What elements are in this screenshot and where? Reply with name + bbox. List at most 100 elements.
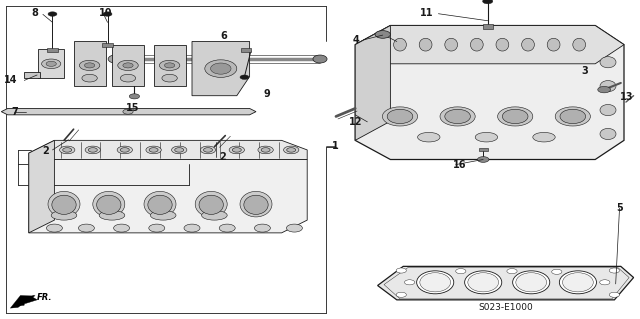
Ellipse shape	[417, 132, 440, 142]
Ellipse shape	[219, 224, 236, 232]
Ellipse shape	[114, 224, 129, 232]
Ellipse shape	[470, 38, 483, 51]
Polygon shape	[112, 45, 144, 86]
Text: 9: 9	[264, 89, 271, 99]
Ellipse shape	[150, 211, 176, 220]
Ellipse shape	[445, 109, 470, 124]
Text: 11: 11	[420, 8, 434, 18]
Circle shape	[120, 74, 136, 82]
Ellipse shape	[497, 107, 532, 126]
Ellipse shape	[475, 132, 498, 142]
Circle shape	[175, 148, 184, 152]
Ellipse shape	[79, 224, 95, 232]
Polygon shape	[378, 266, 634, 300]
Circle shape	[159, 60, 180, 70]
Polygon shape	[38, 49, 64, 78]
Polygon shape	[29, 160, 307, 233]
Text: 5: 5	[616, 203, 623, 213]
Polygon shape	[192, 41, 250, 96]
Text: 12: 12	[349, 117, 363, 128]
Ellipse shape	[440, 107, 475, 126]
Circle shape	[396, 292, 406, 297]
Ellipse shape	[563, 273, 593, 292]
Ellipse shape	[573, 38, 586, 51]
Circle shape	[483, 0, 493, 4]
Ellipse shape	[417, 271, 454, 294]
Circle shape	[48, 12, 57, 16]
Circle shape	[79, 60, 100, 70]
Circle shape	[609, 268, 620, 273]
Circle shape	[103, 12, 112, 16]
Circle shape	[85, 146, 100, 154]
Circle shape	[284, 146, 299, 154]
Polygon shape	[355, 26, 624, 64]
Text: 10: 10	[99, 8, 113, 19]
Ellipse shape	[205, 60, 237, 77]
Circle shape	[118, 60, 138, 70]
Circle shape	[287, 148, 296, 152]
Text: 15: 15	[126, 102, 140, 113]
Ellipse shape	[148, 195, 172, 214]
Ellipse shape	[383, 107, 418, 126]
Circle shape	[204, 148, 212, 152]
Ellipse shape	[600, 80, 616, 92]
Ellipse shape	[51, 211, 77, 220]
Circle shape	[261, 148, 270, 152]
Ellipse shape	[600, 57, 616, 68]
Ellipse shape	[287, 224, 303, 232]
Polygon shape	[29, 140, 54, 233]
Ellipse shape	[468, 273, 499, 292]
Ellipse shape	[465, 271, 502, 294]
Ellipse shape	[513, 271, 550, 294]
Ellipse shape	[394, 38, 406, 51]
Circle shape	[123, 63, 133, 68]
Ellipse shape	[52, 195, 76, 214]
Text: 8: 8	[31, 8, 38, 19]
Text: 6: 6	[221, 31, 228, 41]
Ellipse shape	[387, 109, 413, 124]
Ellipse shape	[199, 195, 223, 214]
Circle shape	[375, 31, 390, 38]
Text: 3: 3	[581, 66, 588, 76]
Text: 14: 14	[4, 75, 18, 85]
Circle shape	[120, 148, 129, 152]
Ellipse shape	[108, 55, 122, 63]
Ellipse shape	[240, 191, 272, 217]
Circle shape	[456, 269, 466, 274]
Circle shape	[609, 292, 620, 297]
Circle shape	[507, 269, 517, 274]
Ellipse shape	[211, 63, 231, 74]
Ellipse shape	[600, 129, 616, 140]
Polygon shape	[10, 295, 35, 308]
Ellipse shape	[560, 109, 586, 124]
Circle shape	[129, 94, 140, 99]
Ellipse shape	[522, 38, 534, 51]
Ellipse shape	[48, 191, 80, 217]
Polygon shape	[24, 72, 40, 78]
Ellipse shape	[496, 38, 509, 51]
Polygon shape	[355, 26, 390, 140]
Circle shape	[164, 63, 175, 68]
Circle shape	[200, 146, 216, 154]
Text: 2: 2	[42, 145, 49, 156]
Ellipse shape	[600, 105, 616, 116]
Ellipse shape	[202, 211, 227, 220]
Ellipse shape	[47, 224, 63, 232]
Circle shape	[117, 146, 132, 154]
Ellipse shape	[313, 55, 327, 63]
Ellipse shape	[547, 38, 560, 51]
Text: 2: 2	[219, 152, 226, 162]
Bar	[47, 48, 58, 52]
Text: S023-E1000: S023-E1000	[478, 303, 533, 312]
Circle shape	[162, 74, 177, 82]
Text: 7: 7	[12, 107, 19, 117]
Ellipse shape	[184, 224, 200, 232]
Text: 16: 16	[453, 160, 467, 170]
Circle shape	[172, 146, 187, 154]
Text: 13: 13	[620, 92, 633, 102]
Ellipse shape	[420, 273, 451, 292]
Bar	[483, 24, 493, 29]
Polygon shape	[154, 45, 186, 86]
Text: 1: 1	[332, 141, 339, 151]
Ellipse shape	[559, 271, 596, 294]
